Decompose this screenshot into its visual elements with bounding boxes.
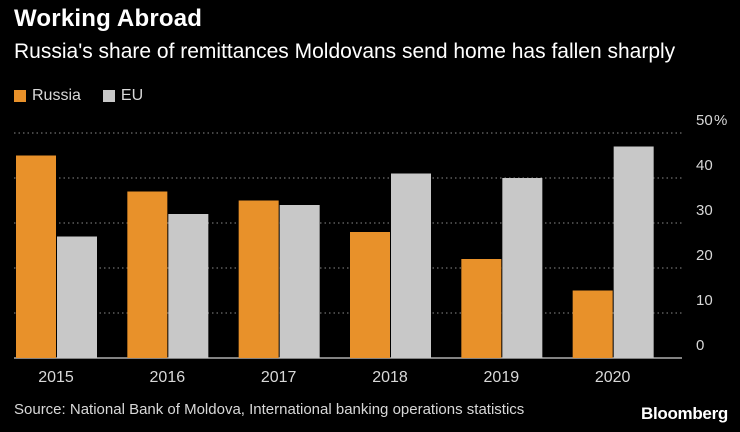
y-tick-label-0: 0: [696, 337, 704, 354]
bar-russia-2015: [16, 155, 56, 358]
bar-russia-2020: [572, 290, 613, 358]
source-note: Source: National Bank of Moldova, Intern…: [14, 401, 525, 418]
bar-eu-2019: [502, 178, 543, 358]
y-unit-label: %: [714, 112, 727, 129]
x-tick-label-2019: 2019: [484, 369, 520, 386]
y-tick-label-20: 20: [696, 247, 713, 264]
chart-subtitle: Russia's share of remittances Moldovans …: [14, 40, 676, 63]
legend-item-russia: Russia: [14, 87, 81, 105]
bar-eu-2020: [613, 146, 654, 358]
bloomberg-logo: Bloomberg: [640, 404, 728, 423]
x-tick-label-2020: 2020: [595, 369, 631, 386]
x-tick-label-2018: 2018: [372, 369, 408, 386]
legend: Russia EU: [14, 86, 165, 106]
bar-eu-2017: [279, 205, 320, 358]
y-tick-label-30: 30: [696, 202, 713, 219]
bar-eu-2018: [391, 173, 431, 358]
legend-label-eu: EU: [120, 87, 144, 104]
legend-swatch-eu: [102, 90, 115, 102]
bar-eu-2015: [57, 236, 97, 358]
bar-eu-2016: [168, 214, 209, 358]
legend-label-russia: Russia: [32, 87, 81, 104]
legend-item-eu: EU: [102, 87, 144, 105]
y-tick-label-50: 50: [696, 112, 713, 129]
bar-russia-2017: [238, 200, 279, 358]
y-tick-label-10: 10: [696, 292, 713, 309]
bar-russia-2019: [461, 259, 502, 358]
legend-swatch-russia: [14, 90, 26, 102]
bar-russia-2018: [350, 232, 390, 358]
chart-title: Working Abroad: [14, 5, 203, 32]
x-tick-label-2016: 2016: [150, 369, 186, 386]
x-tick-label-2017: 2017: [261, 369, 297, 386]
x-tick-label-2015: 2015: [38, 369, 74, 386]
y-tick-label-40: 40: [696, 157, 713, 174]
bar-russia-2016: [127, 191, 168, 358]
